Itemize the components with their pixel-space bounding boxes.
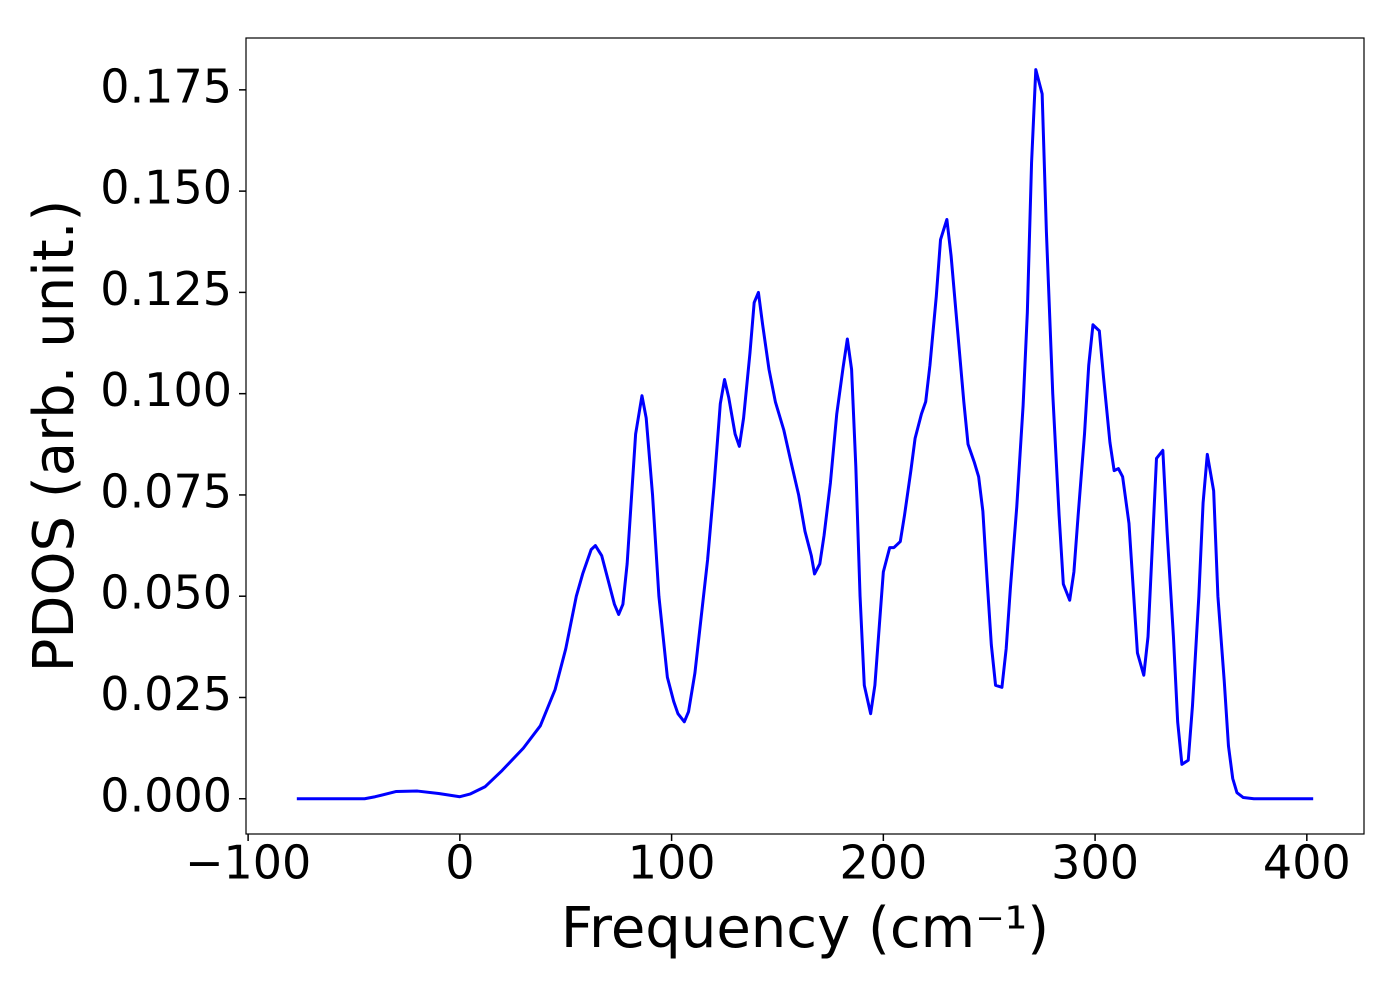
x-tick-label: 200 — [839, 836, 927, 890]
y-axis-label: PDOS (arb. unit.) — [22, 200, 87, 673]
y-tick-label: 0.050 — [100, 566, 232, 620]
x-tick-label: 100 — [628, 836, 716, 890]
y-tick-label: 0.075 — [100, 464, 232, 518]
x-tick-label: 400 — [1263, 836, 1351, 890]
x-axis-label: Frequency (cm⁻¹) — [561, 896, 1049, 961]
plot-frame — [245, 37, 1365, 835]
y-tick-label: 0.175 — [100, 59, 232, 113]
y-tick-label: 0.100 — [100, 363, 232, 417]
x-tick-label: 300 — [1051, 836, 1139, 890]
y-tick-label: 0.125 — [100, 262, 232, 316]
y-tick-label: 0.000 — [100, 768, 232, 822]
x-tick-label: 0 — [445, 836, 474, 890]
data-line — [296, 68, 1314, 801]
y-tick-label: 0.150 — [100, 161, 232, 215]
y-tick-label: 0.025 — [100, 667, 232, 721]
x-tick-label: −100 — [185, 836, 311, 890]
